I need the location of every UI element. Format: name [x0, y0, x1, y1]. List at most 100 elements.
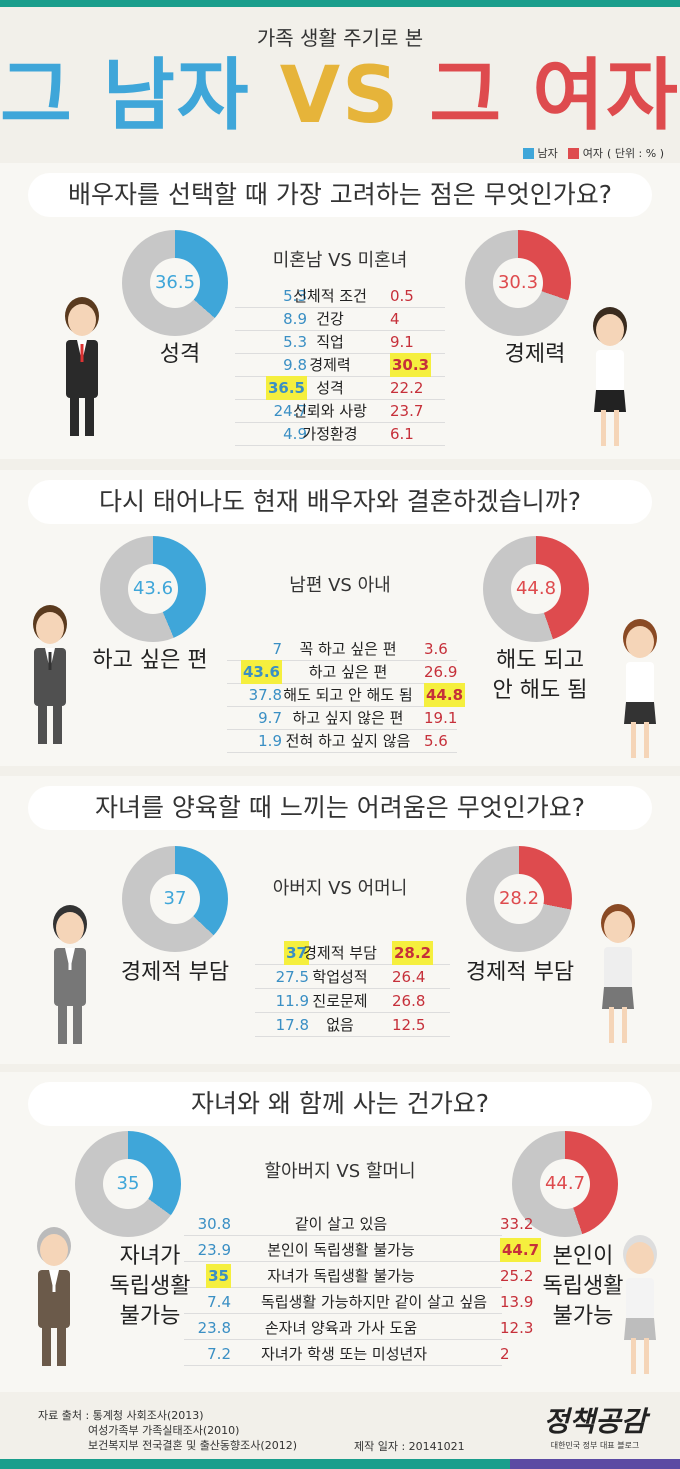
- male-answer-label-3: 경제적 부담: [120, 960, 230, 985]
- female-donut-3-hole: [494, 874, 544, 924]
- female-value: 5.6: [424, 732, 448, 750]
- table-row: 35 자녀가 독립생활 불가능 25.2: [184, 1264, 533, 1288]
- female-value: 25.2: [500, 1267, 534, 1285]
- question-4: 자녀와 왜 함께 사는 건가요?: [28, 1082, 652, 1126]
- female-donut-1-hole: [493, 258, 543, 308]
- row-label: 같이 살고 있음: [294, 1215, 388, 1233]
- male-value: 7: [272, 640, 282, 658]
- question-2: 다시 태어나도 현재 배우자와 결혼하겠습니까?: [28, 480, 652, 524]
- male-value: 37: [284, 941, 309, 965]
- male-value: 35: [206, 1264, 231, 1288]
- male-donut-1-hole: [150, 258, 200, 308]
- row-label: 본인이 독립생활 불가능: [267, 1241, 415, 1259]
- subtitle: 가족 생활 주기로 본: [256, 26, 424, 50]
- logo-sub: 대한민국 정부 대표 블로그: [550, 1441, 640, 1450]
- legend: 남자 여자 ( 단위 : % ): [522, 145, 664, 161]
- table-row: 36.5 성격 22.2: [235, 376, 445, 400]
- vs-line-4: 할아버지 VS 할머니: [264, 1161, 416, 1182]
- male-value: 5.3: [283, 333, 307, 351]
- female-donut-2: 44.8: [483, 536, 589, 642]
- table-row: 17.8 없음 12.5: [255, 1013, 450, 1037]
- male-value: 9.8: [283, 356, 307, 374]
- table-row: 37 경제적 부담 28.2: [255, 941, 450, 965]
- table-row: 7.4 독립생활 가능하지만 같이 살고 싶음 13.9: [184, 1290, 533, 1314]
- table-row: 24.7 신뢰와 사랑 23.7: [235, 399, 445, 423]
- source-3: 보건복지부 전국결혼 및 출산동향조사(2012): [88, 1439, 297, 1452]
- man-illustration-4: [37, 1227, 71, 1366]
- row-label: 신뢰와 사랑: [293, 402, 367, 420]
- female-value: 44.8: [424, 683, 466, 707]
- row-label: 진로문제: [312, 992, 368, 1010]
- male-value: 7.4: [207, 1293, 231, 1311]
- male-value: 23.9: [197, 1241, 231, 1259]
- table-row: 7 꼭 하고 싶은 편 3.6: [227, 637, 457, 661]
- female-donut-1: 30.3: [465, 230, 571, 336]
- female-value: 12.5: [392, 1016, 426, 1034]
- table-row: 7.2 자녀가 학생 또는 미성년자 2: [184, 1342, 510, 1366]
- title-vs: VS: [279, 51, 401, 141]
- row-label: 독립생활 가능하지만 같이 살고 싶음: [261, 1293, 488, 1311]
- female-value: 3.6: [424, 640, 448, 658]
- female-donut-1-value: 30.3: [497, 272, 539, 293]
- table-row: 23.8 손자녀 양육과 가사 도움 12.3: [184, 1316, 533, 1340]
- male-value: 27.5: [275, 968, 309, 986]
- male-donut-2: 43.6: [100, 536, 206, 642]
- row-label: 건강: [316, 310, 344, 328]
- female-donut-4-value: 44.7: [544, 1173, 586, 1194]
- table-row: 9.8 경제력 30.3: [235, 353, 445, 377]
- man-illustration-2: [33, 605, 67, 744]
- table-row: 5.3 직업 9.1: [235, 330, 445, 354]
- female-value: 0.5: [390, 287, 414, 305]
- row-label: 신체적 조건: [293, 287, 367, 305]
- logo-main: 정책공감: [543, 1405, 647, 1438]
- male-answer-label-2: 하고 싶은 편: [92, 648, 208, 673]
- row-label: 직업: [316, 333, 344, 351]
- row-label: 전혀 하고 싶지 않음: [285, 732, 411, 750]
- woman-illustration-3: [601, 904, 635, 1043]
- male-value: 30.8: [197, 1215, 231, 1233]
- female-answer-label-3: 경제적 부담: [465, 960, 575, 985]
- female-answer-label-4: 본인이 독립생활 불가능: [542, 1244, 624, 1329]
- vs-line-2: 남편 VS 아내: [289, 575, 391, 596]
- legend-male-swatch: [522, 147, 534, 159]
- male-donut-1: 36.5: [122, 230, 228, 336]
- vs-line-1: 미혼남 VS 미혼녀: [272, 250, 408, 271]
- female-value: 26.4: [392, 968, 426, 986]
- female-value: 4: [390, 310, 400, 328]
- male-donut-2-hole: [128, 564, 178, 614]
- female-donut-3: 28.2: [466, 846, 572, 952]
- table-row: 37.8 해도 되고 안 해도 됨 44.8: [227, 683, 466, 707]
- female-value: 44.7: [500, 1238, 542, 1262]
- woman-illustration-2: [623, 619, 657, 758]
- table-row: 43.6 하고 싶은 편 26.9: [227, 660, 457, 684]
- row-label: 하고 싶지 않은 편: [292, 709, 404, 727]
- female-value: 33.2: [500, 1215, 534, 1233]
- logo: 정책공감 대한민국 정부 대표 블로그: [540, 1400, 650, 1451]
- female-value: 6.1: [390, 425, 414, 443]
- male-value: 24.7: [273, 402, 307, 420]
- male-value: 8.9: [283, 310, 307, 328]
- table-row: 5.3 신체적 조건 0.5: [235, 284, 445, 308]
- male-donut-3: 37: [122, 846, 228, 952]
- male-donut-3-hole: [150, 874, 200, 924]
- female-donut-2-value: 44.8: [515, 578, 557, 599]
- female-answer-label-1: 경제력: [504, 342, 566, 367]
- male-answer-label-1: 성격: [159, 342, 201, 367]
- male-value: 9.7: [258, 709, 282, 727]
- table-row: 1.9 전혀 하고 싶지 않음 5.6: [227, 729, 457, 753]
- title-female: 그 여자: [429, 51, 680, 141]
- male-donut-4-hole: [103, 1159, 153, 1209]
- female-value: 30.3: [390, 353, 432, 377]
- male-value: 37.8: [248, 686, 282, 704]
- male-donut-2-value: 43.6: [132, 578, 174, 599]
- male-value: 1.9: [258, 732, 282, 750]
- female-donut-2-hole: [511, 564, 561, 614]
- title-male: 그 남자: [0, 51, 251, 141]
- source-1: 자료 출처 : 통계청 사회조사(2013): [38, 1409, 204, 1422]
- male-value: 7.2: [207, 1345, 231, 1363]
- row-label: 경제력: [309, 356, 351, 374]
- vs-line-3: 아버지 VS 어머니: [272, 878, 408, 899]
- male-value: 5.3: [283, 287, 307, 305]
- row-label: 학업성적: [312, 968, 368, 986]
